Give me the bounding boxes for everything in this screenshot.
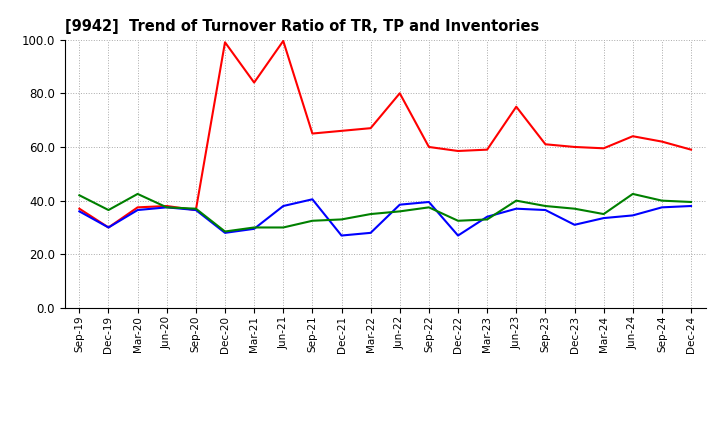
Inventories (541, 203, 550, 209)
Trade Payables (425, 199, 433, 205)
Trade Payables (104, 225, 113, 230)
Inventories (192, 206, 200, 211)
Trade Receivables (75, 206, 84, 211)
Trade Payables (192, 207, 200, 213)
Inventories (395, 209, 404, 214)
Trade Receivables (395, 91, 404, 96)
Inventories (279, 225, 287, 230)
Trade Receivables (366, 125, 375, 131)
Trade Payables (163, 205, 171, 210)
Inventories (454, 218, 462, 224)
Trade Payables (629, 213, 637, 218)
Trade Receivables (629, 134, 637, 139)
Trade Receivables (599, 146, 608, 151)
Trade Receivables (657, 139, 666, 144)
Inventories (483, 217, 492, 222)
Trade Payables (657, 205, 666, 210)
Trade Receivables (133, 205, 142, 210)
Inventories (220, 229, 229, 234)
Trade Receivables (337, 128, 346, 133)
Trade Payables (395, 202, 404, 207)
Trade Receivables (541, 142, 550, 147)
Inventories (133, 191, 142, 197)
Line: Trade Receivables: Trade Receivables (79, 41, 691, 227)
Trade Payables (75, 209, 84, 214)
Inventories (657, 198, 666, 203)
Trade Receivables (454, 148, 462, 154)
Trade Receivables (220, 40, 229, 45)
Trade Receivables (512, 104, 521, 109)
Trade Payables (366, 230, 375, 235)
Line: Trade Payables: Trade Payables (79, 199, 691, 235)
Inventories (163, 205, 171, 210)
Trade Payables (687, 203, 696, 209)
Trade Payables (133, 207, 142, 213)
Trade Receivables (483, 147, 492, 152)
Inventories (308, 218, 317, 224)
Trade Payables (279, 203, 287, 209)
Inventories (629, 191, 637, 197)
Inventories (337, 217, 346, 222)
Trade Payables (599, 216, 608, 221)
Trade Receivables (425, 144, 433, 150)
Trade Receivables (104, 225, 113, 230)
Trade Receivables (687, 147, 696, 152)
Trade Payables (483, 214, 492, 220)
Inventories (425, 205, 433, 210)
Trade Receivables (250, 80, 258, 85)
Trade Payables (541, 207, 550, 213)
Trade Receivables (570, 144, 579, 150)
Inventories (570, 206, 579, 211)
Trade Payables (308, 197, 317, 202)
Inventories (599, 211, 608, 216)
Inventories (75, 193, 84, 198)
Inventories (250, 225, 258, 230)
Trade Payables (512, 206, 521, 211)
Trade Receivables (163, 203, 171, 209)
Inventories (687, 199, 696, 205)
Inventories (512, 198, 521, 203)
Trade Receivables (279, 38, 287, 44)
Inventories (366, 211, 375, 216)
Trade Payables (250, 226, 258, 231)
Trade Payables (570, 222, 579, 227)
Line: Inventories: Inventories (79, 194, 691, 231)
Trade Receivables (192, 207, 200, 213)
Trade Receivables (308, 131, 317, 136)
Inventories (104, 207, 113, 213)
Text: [9942]  Trend of Turnover Ratio of TR, TP and Inventories: [9942] Trend of Turnover Ratio of TR, TP… (65, 19, 539, 34)
Trade Payables (454, 233, 462, 238)
Trade Payables (337, 233, 346, 238)
Trade Payables (220, 230, 229, 235)
